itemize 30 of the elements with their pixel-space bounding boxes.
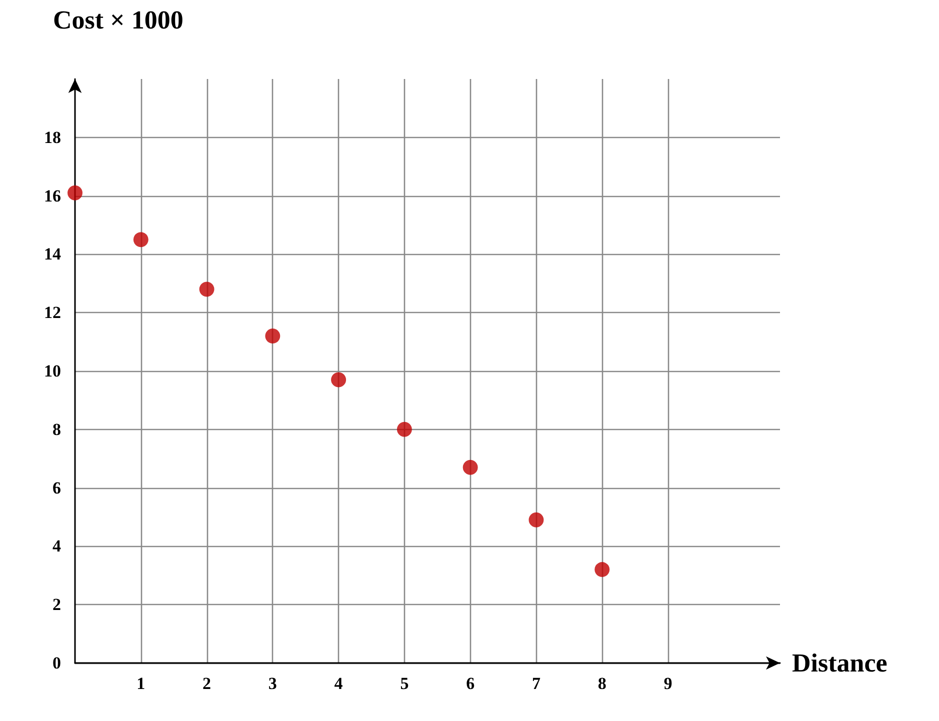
point bbox=[528, 512, 544, 528]
x-tick-label: 8 bbox=[598, 674, 606, 693]
y-tick-label: 12 bbox=[44, 303, 61, 322]
y-tick-label: 0 bbox=[52, 654, 61, 672]
x-tick-label: 4 bbox=[334, 674, 344, 693]
y-tick-label: 14 bbox=[44, 244, 62, 264]
y-tick-label: 18 bbox=[44, 128, 61, 147]
x-tick-label: 2 bbox=[202, 674, 212, 693]
point bbox=[594, 562, 610, 578]
point bbox=[396, 422, 412, 437]
x-axis-title: Distance bbox=[792, 648, 888, 678]
y-axis-title: Cost × 1000 bbox=[53, 6, 184, 34]
point bbox=[462, 460, 478, 475]
x-tick-label: 1 bbox=[136, 674, 146, 693]
y-tick-label: 16 bbox=[44, 186, 61, 206]
point bbox=[199, 282, 214, 297]
point bbox=[331, 372, 346, 388]
x-tick-label: 7 bbox=[532, 674, 541, 693]
x-tick-label: 9 bbox=[664, 674, 672, 693]
point bbox=[265, 328, 280, 344]
y-tick-label: 6 bbox=[52, 478, 61, 498]
x-tick-label: 5 bbox=[400, 674, 409, 693]
y-tick-label: 10 bbox=[44, 362, 61, 380]
y-tick-label: 2 bbox=[52, 595, 61, 614]
x-tick-label: 6 bbox=[466, 674, 475, 693]
point bbox=[68, 185, 82, 200]
point bbox=[133, 232, 148, 248]
y-tick-label: 8 bbox=[52, 420, 61, 439]
x-tick-label: 3 bbox=[268, 674, 277, 693]
y-tick-label: 4 bbox=[52, 536, 62, 556]
